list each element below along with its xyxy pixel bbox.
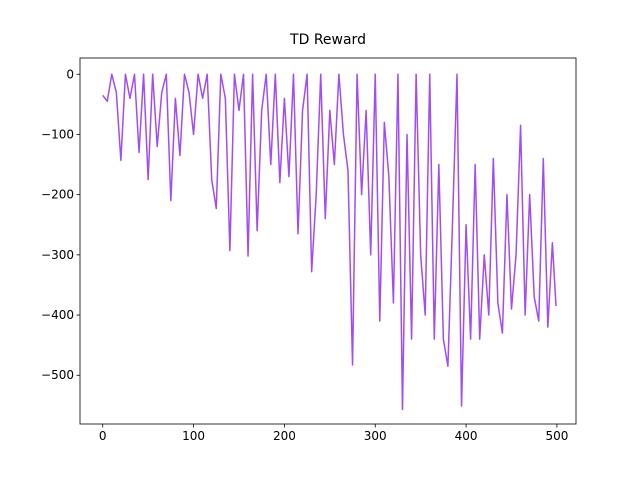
x-tick-label: 400 [455,429,478,443]
y-tick-label: 0 [66,67,74,81]
plot-frame [79,57,577,425]
x-tick-label: 200 [273,429,296,443]
x-tick-label: 500 [545,429,568,443]
y-tick-label: −100 [41,127,74,141]
data-line [102,73,557,411]
chart-title: TD Reward [289,32,366,48]
y-tick-label: −400 [41,308,74,322]
x-tick-label: 0 [99,429,107,443]
x-tick-label: 100 [182,429,205,443]
y-tick-label: −300 [41,248,74,262]
y-tick-label: −500 [41,368,74,382]
y-tick-label: −200 [41,188,74,202]
x-tick-label: 300 [364,429,387,443]
